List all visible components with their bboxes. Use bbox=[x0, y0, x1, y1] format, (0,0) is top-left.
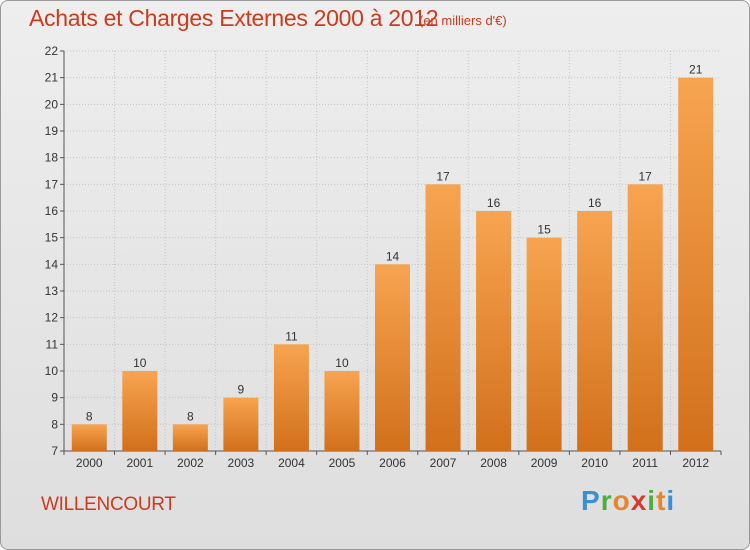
bar-2008 bbox=[476, 211, 512, 451]
x-tick-labels: 2000 2001 2002 2003 2004 2005 2006 2007 2008 2009… bbox=[76, 456, 709, 470]
y-tick-label: 20 bbox=[45, 97, 59, 111]
y-tick-label: 11 bbox=[46, 337, 59, 351]
x-tick-label-2005: 2005 bbox=[329, 456, 356, 470]
data-label-2005: 10 bbox=[335, 356, 349, 370]
x-tick-label-2008: 2008 bbox=[480, 456, 507, 470]
y-tick-label: 15 bbox=[45, 231, 59, 245]
commune-name: WILLENCOURT bbox=[41, 494, 176, 515]
bar-2001 bbox=[122, 371, 158, 451]
x-tick-label-2012: 2012 bbox=[682, 456, 709, 470]
y-tick-label: 9 bbox=[51, 391, 58, 405]
y-tick-label: 13 bbox=[45, 284, 59, 298]
bar-2000 bbox=[71, 424, 107, 451]
data-label-2003: 9 bbox=[238, 383, 245, 397]
x-tick-label-2004: 2004 bbox=[278, 456, 305, 470]
data-label-2000: 8 bbox=[86, 409, 93, 423]
x-tick-label-2006: 2006 bbox=[379, 456, 406, 470]
x-tick-label-2007: 2007 bbox=[430, 456, 457, 470]
y-tick-label: 17 bbox=[45, 177, 59, 191]
data-label-2007: 17 bbox=[436, 169, 450, 183]
chart-title: Achats et Charges Externes 2000 à 2012 bbox=[29, 5, 439, 31]
y-tick-labels: 7 8 9 10 11 12 13 14 15 16 17 18 19 20 21 22 bbox=[45, 44, 59, 458]
data-label-2011: 17 bbox=[639, 169, 653, 183]
y-tick-label: 10 bbox=[45, 364, 59, 378]
bar-2010 bbox=[577, 211, 613, 451]
chart-subtitle: (en milliers d'€) bbox=[419, 13, 507, 28]
data-label-2006: 14 bbox=[386, 249, 400, 263]
y-tick-label: 12 bbox=[45, 311, 59, 325]
bar-2003 bbox=[223, 397, 259, 451]
bars bbox=[71, 77, 714, 452]
x-tick-label-2011: 2011 bbox=[632, 456, 658, 470]
x-tick-label-2001: 2001 bbox=[126, 456, 153, 470]
x-tick-label-2010: 2010 bbox=[581, 456, 608, 470]
y-tick-label: 18 bbox=[45, 151, 59, 165]
data-label-2004: 11 bbox=[285, 329, 298, 343]
data-label-2009: 15 bbox=[537, 223, 551, 237]
x-tick-label-2009: 2009 bbox=[531, 456, 558, 470]
bar-2005 bbox=[324, 371, 360, 451]
bar-2006 bbox=[375, 264, 410, 451]
data-label-2008: 16 bbox=[487, 196, 501, 210]
x-tick-label-2000: 2000 bbox=[76, 456, 103, 470]
data-label-2012: 21 bbox=[689, 63, 703, 77]
y-tick-label: 19 bbox=[45, 124, 59, 138]
bar-2007 bbox=[425, 184, 461, 452]
data-label-2010: 16 bbox=[588, 196, 602, 210]
y-tick-label: 7 bbox=[51, 444, 58, 458]
bar-2009 bbox=[526, 237, 562, 451]
y-tick-label: 16 bbox=[45, 204, 59, 218]
y-tick-label: 14 bbox=[45, 257, 59, 271]
y-tick-label: 8 bbox=[51, 417, 58, 431]
data-label-2001: 10 bbox=[133, 356, 147, 370]
data-label-2002: 8 bbox=[187, 409, 194, 423]
grid-lines bbox=[64, 50, 721, 452]
bar-2002 bbox=[172, 424, 208, 451]
x-tick-label-2003: 2003 bbox=[228, 456, 255, 470]
bar-2012 bbox=[678, 77, 714, 452]
bar-2011 bbox=[627, 184, 663, 452]
data-labels: 8 10 8 9 11 10 14 17 16 15 16 17 21 bbox=[86, 63, 703, 424]
y-tick-label: 22 bbox=[45, 44, 59, 58]
bar-2004 bbox=[273, 344, 309, 451]
proxiti-logo: Proxiti bbox=[581, 485, 676, 516]
y-tick-label: 21 bbox=[45, 71, 59, 85]
x-tick-label-2002: 2002 bbox=[177, 456, 204, 470]
